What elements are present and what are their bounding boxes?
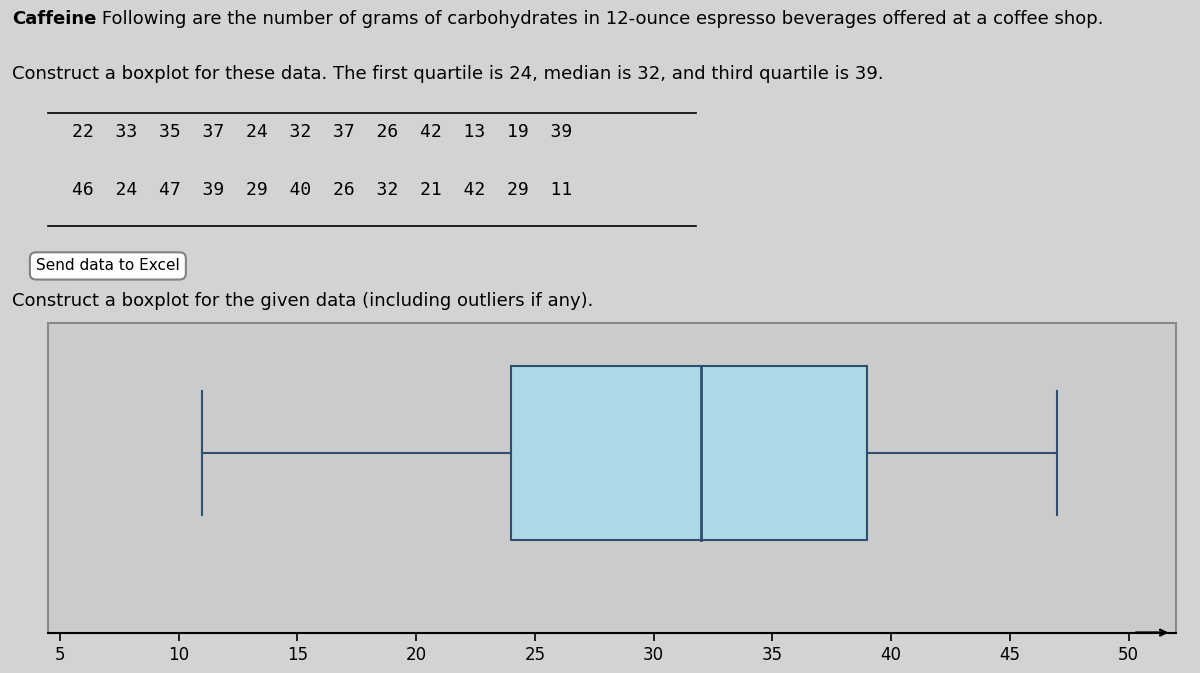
Text: Caffeine: Caffeine [12,9,96,28]
Text: Construct a boxplot for the given data (including outliers if any).: Construct a boxplot for the given data (… [12,292,593,310]
Text: Construct a boxplot for these data. The first quartile is 24, median is 32, and : Construct a boxplot for these data. The … [12,65,883,83]
Text: 46  24  47  39  29  40  26  32  21  42  29  11: 46 24 47 39 29 40 26 32 21 42 29 11 [72,181,572,199]
Bar [48,323,1176,633]
Text: Send data to Excel: Send data to Excel [36,258,180,273]
Text: 22  33  35  37  24  32  37  26  42  13  19  39: 22 33 35 37 24 32 37 26 42 13 19 39 [72,122,572,141]
Text: : Following are the number of grams of carbohydrates in 12-ounce espresso bevera: : Following are the number of grams of c… [90,9,1104,28]
Bar [511,366,868,540]
